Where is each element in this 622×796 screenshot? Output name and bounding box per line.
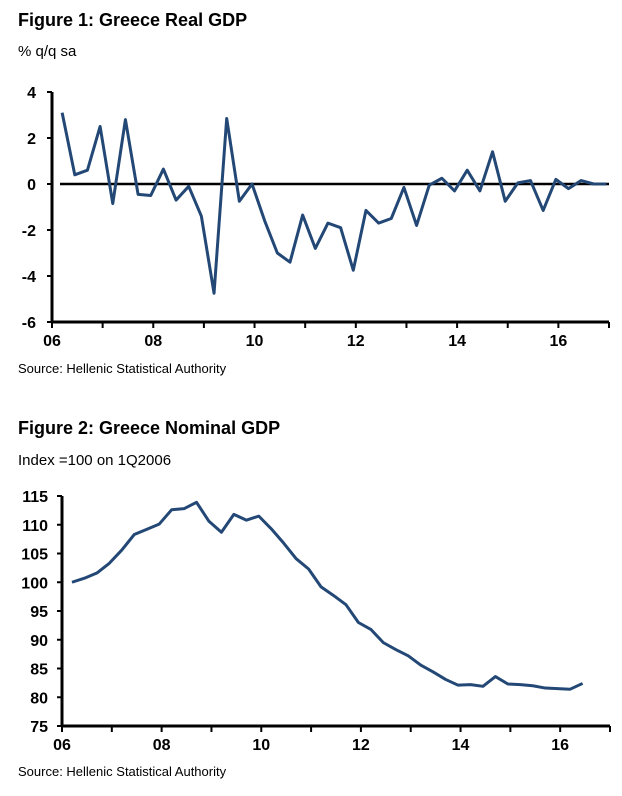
figure1-subtitle: % q/q sa xyxy=(18,43,77,60)
chart2-y-tick-label: 90 xyxy=(30,633,48,650)
chart2-x-tick-label: 10 xyxy=(252,737,270,754)
chart1-y-tick-label: 0 xyxy=(27,177,36,194)
chart2-y-tick-label: 75 xyxy=(30,719,48,736)
chart1-y-tick-label: -2 xyxy=(22,223,36,240)
chart1-x-tick-label: 16 xyxy=(549,333,567,350)
chart1-series-line xyxy=(60,112,607,295)
chart1-y-tick-label: 2 xyxy=(27,131,36,148)
chart2-x-tick-label: 16 xyxy=(551,737,569,754)
chart2-y-tick-label: 95 xyxy=(30,604,48,621)
chart2-y-tick-label: 80 xyxy=(30,690,48,707)
chart2-series-line xyxy=(71,500,584,691)
chart2-x-tick-label: 06 xyxy=(53,737,71,754)
figure2-title: Figure 2: Greece Nominal GDP xyxy=(18,418,281,438)
chart2-x-tick-label: 08 xyxy=(153,737,171,754)
chart2-y-tick-label: 100 xyxy=(21,575,48,592)
chart1-x-tick-label: 08 xyxy=(144,333,162,350)
figure1-source: Source: Hellenic Statistical Authority xyxy=(18,361,227,376)
chart2-x-tick-label: 12 xyxy=(352,737,370,754)
chart1-x-tick-label: 14 xyxy=(448,333,466,350)
figure2-source: Source: Hellenic Statistical Authority xyxy=(18,764,227,779)
figure2-subtitle: Index =100 on 1Q2006 xyxy=(18,452,172,469)
chart2-x-tick-label: 14 xyxy=(452,737,470,754)
chart1-y-tick-label: -4 xyxy=(22,269,36,286)
chart1-y-tick-label: 4 xyxy=(27,85,36,102)
chart2-y-tick-label: 115 xyxy=(22,489,48,506)
chart2-y-tick-label: 110 xyxy=(22,518,48,535)
chart2-y-tick-label: 85 xyxy=(30,662,48,679)
chart1-x-tick-label: 06 xyxy=(43,333,61,350)
figure1-title: Figure 1: Greece Real GDP xyxy=(18,10,248,30)
chart1-y-tick-label: -6 xyxy=(22,315,36,332)
chart2-y-tick-label: 105 xyxy=(21,547,48,564)
chart1-x-tick-label: 10 xyxy=(246,333,264,350)
chart1-x-tick-label: 12 xyxy=(347,333,365,350)
